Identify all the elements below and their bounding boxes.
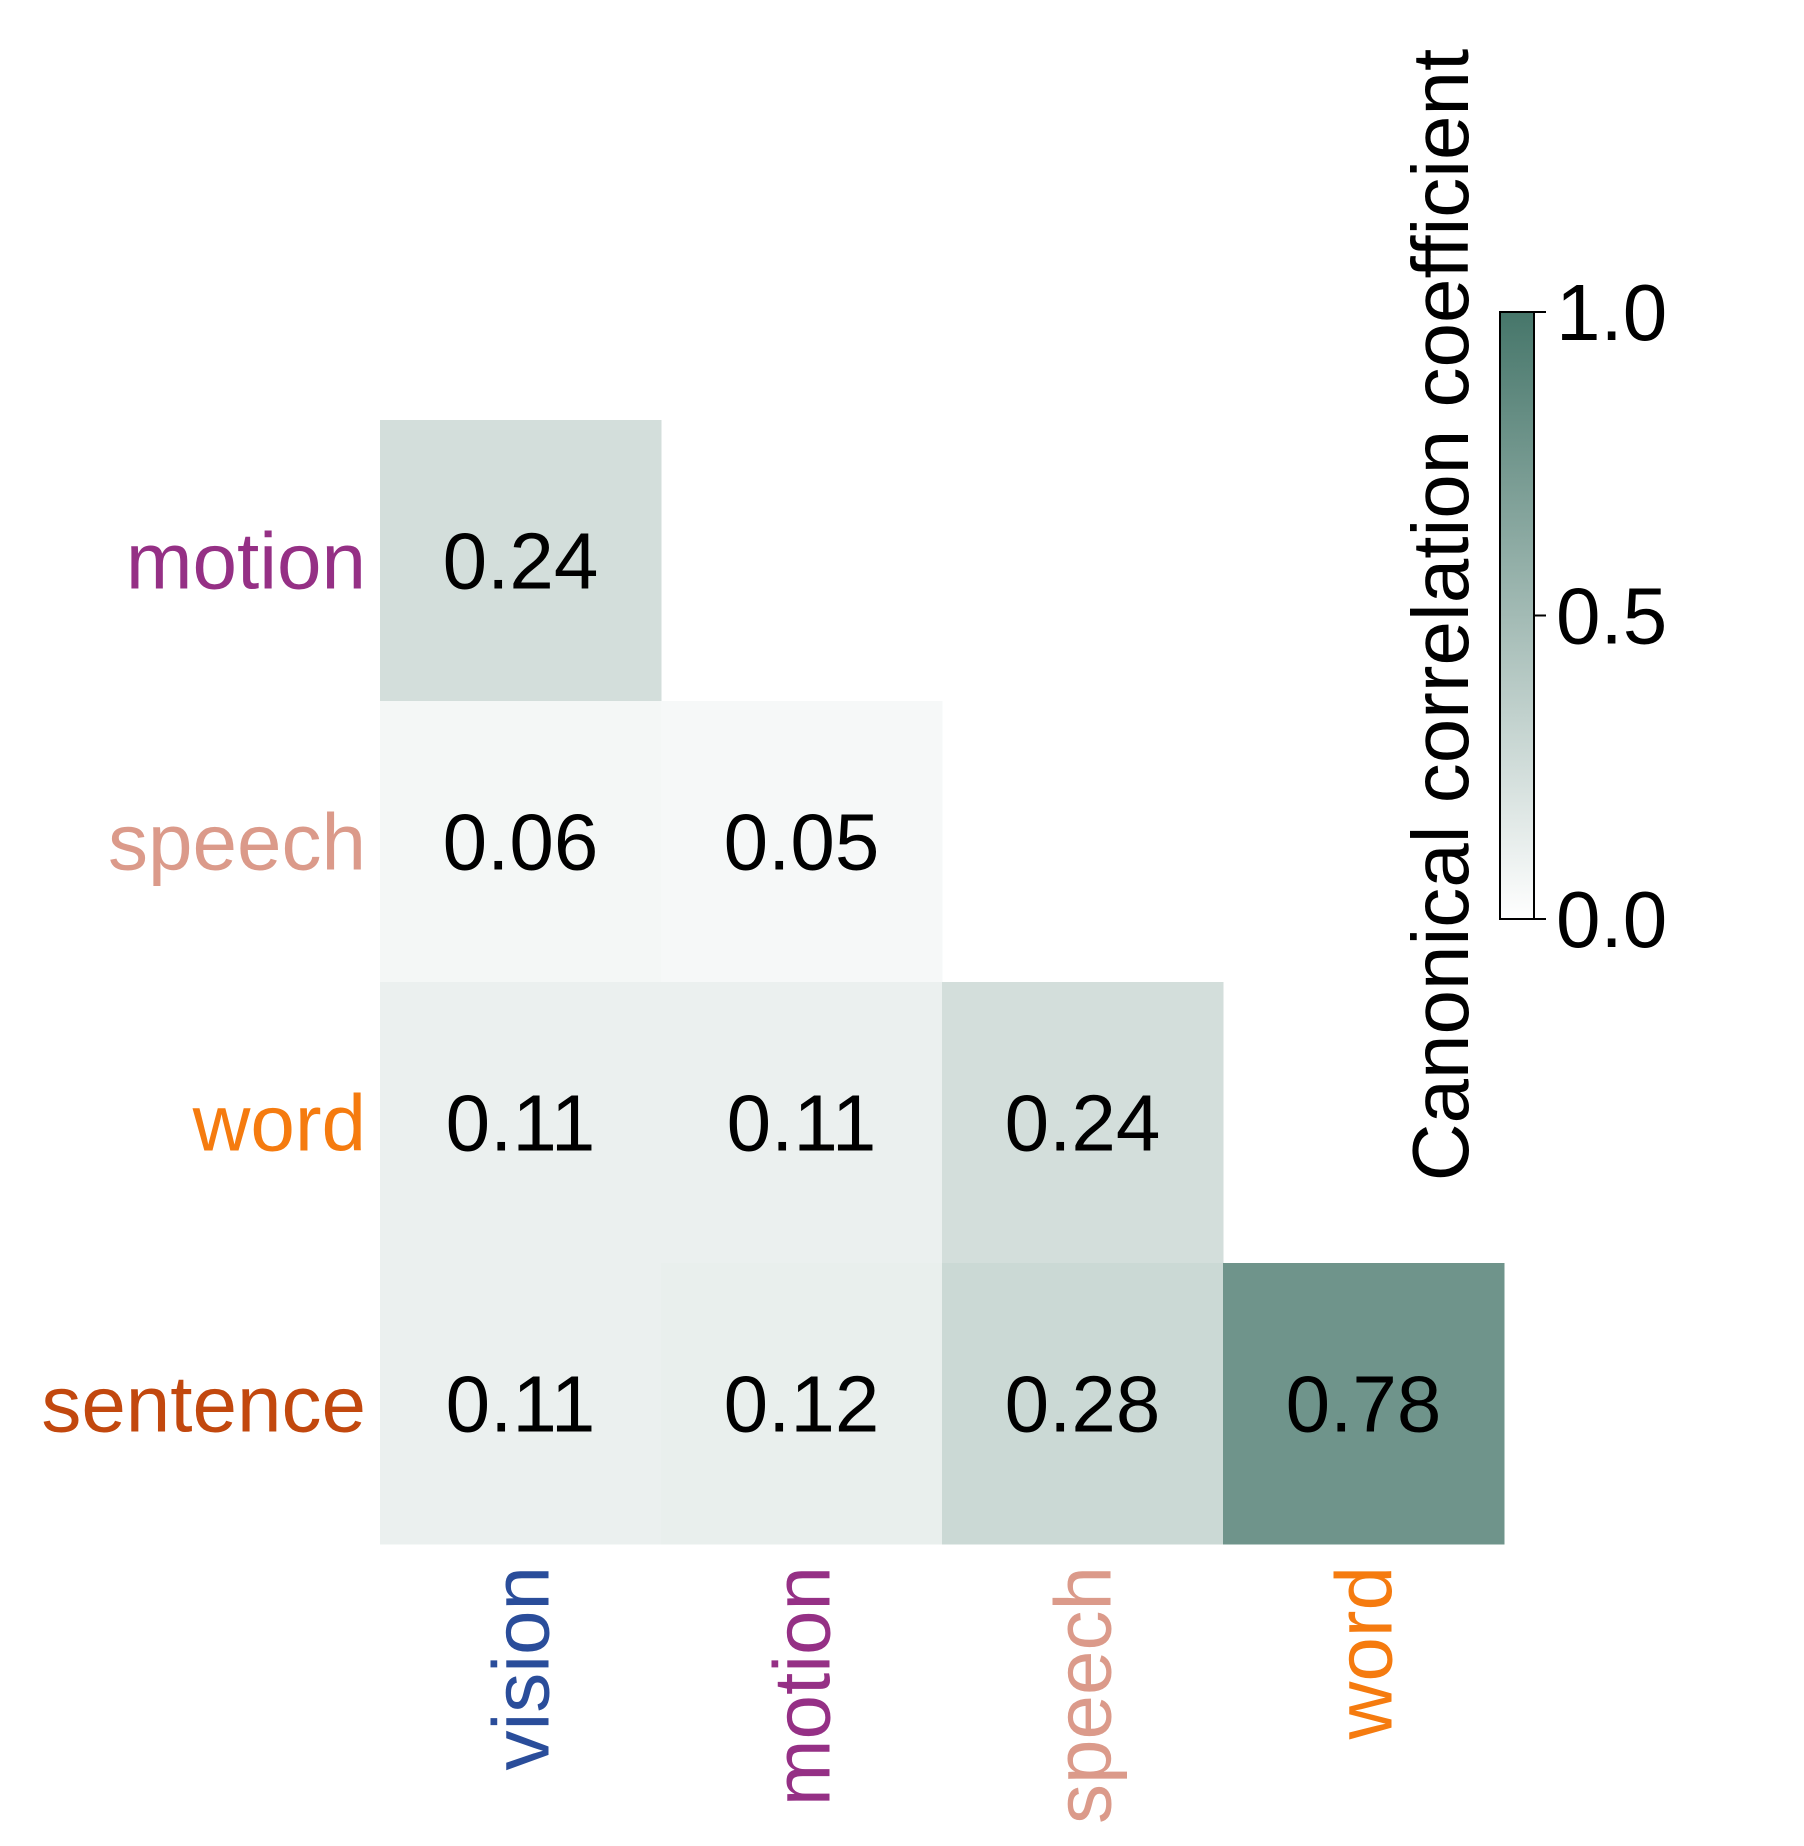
heatmap-cell-sentence-vision [380, 1263, 662, 1545]
cell-value-label: 0.78 [1286, 1360, 1442, 1449]
cell-value-label: 0.06 [443, 798, 599, 887]
cell-value-label: 0.11 [446, 1079, 596, 1168]
colorbar: 0.0 0.5 1.0 Canonical correlation coeffici… [1396, 49, 1667, 1182]
heatmap-cell-word-motion [661, 982, 943, 1264]
colorbar-tick-label: 0.5 [1556, 572, 1667, 661]
cell-value-label: 0.11 [727, 1079, 877, 1168]
heatmap-cell-sentence-motion [661, 1263, 943, 1545]
x-tick-label-speech: speech [1039, 1566, 1128, 1824]
heatmap-cell-motion-vision [380, 420, 662, 702]
cell-value-label: 0.05 [724, 798, 880, 887]
cell-value-label: 0.11 [446, 1360, 596, 1449]
y-tick-label-sentence: sentence [41, 1360, 366, 1449]
heatmap-cells [380, 420, 1505, 1545]
colorbar-ticks: 0.0 0.5 1.0 [1534, 268, 1667, 964]
heatmap-cell-speech-vision [380, 701, 662, 983]
y-tick-label-speech: speech [108, 798, 366, 887]
cell-value-label: 0.28 [1005, 1360, 1161, 1449]
heatmap-cell-labels: 0.24 0.06 0.05 0.11 0.11 0.24 0.11 0.12 0.28 0.78 [443, 517, 1442, 1449]
colorbar-label: Canonical correlation coefficient [1396, 49, 1485, 1182]
cell-value-label: 0.24 [443, 517, 599, 606]
cell-value-label: 0.12 [724, 1360, 880, 1449]
colorbar-gradient [1499, 311, 1535, 920]
heatmap-cell-word-vision [380, 982, 662, 1264]
heatmap-cell-sentence-word [1223, 1263, 1505, 1545]
heatmap-cell-speech-motion [661, 701, 943, 983]
x-tick-labels: vision motion speech word [477, 1566, 1409, 1824]
colorbar-tick-label: 0.0 [1556, 875, 1667, 964]
x-tick-label-word: word [1320, 1566, 1409, 1740]
cell-value-label: 0.24 [1005, 1079, 1161, 1168]
heatmap-cell-sentence-speech [942, 1263, 1224, 1545]
y-tick-label-motion: motion [126, 517, 366, 606]
y-tick-label-word: word [192, 1079, 366, 1168]
x-tick-label-motion: motion [758, 1566, 847, 1806]
heatmap-cell-word-speech [942, 982, 1224, 1264]
colorbar-tick-label: 1.0 [1556, 268, 1667, 357]
y-tick-labels: motion speech word sentence [41, 517, 366, 1449]
x-tick-label-vision: vision [477, 1566, 566, 1771]
